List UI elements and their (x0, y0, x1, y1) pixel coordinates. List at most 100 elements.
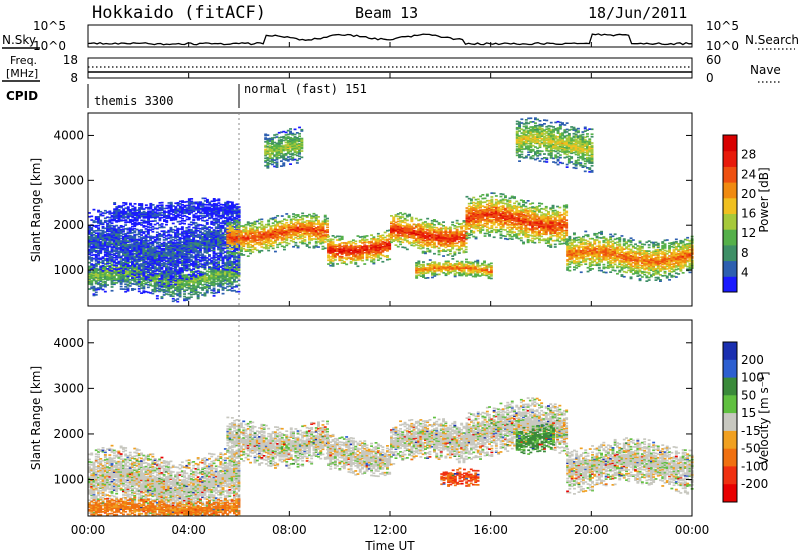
heatmap-cell (212, 254, 216, 257)
heatmap-cell (214, 291, 218, 294)
heatmap-cell (187, 282, 191, 285)
heatmap-cell (285, 221, 289, 224)
heatmap-cell (399, 237, 402, 239)
heatmap-cell (99, 219, 103, 222)
heatmap-cell (106, 271, 109, 274)
heatmap-cell (365, 238, 369, 241)
heatmap-cell (101, 238, 105, 241)
heatmap-cell (94, 272, 98, 275)
heatmap-cell (194, 289, 198, 291)
heatmap-cell (99, 276, 103, 279)
heatmap-cell (99, 274, 103, 276)
heatmap-cell (101, 281, 105, 283)
heatmap-cell (131, 258, 134, 260)
heatmap-cell (108, 234, 112, 237)
heatmap-cell (223, 254, 227, 257)
heatmap-cell (237, 206, 241, 208)
heatmap-cell (230, 268, 234, 271)
heatmap-cell (174, 225, 177, 228)
heatmap-cell (178, 283, 182, 285)
heatmap-cell (142, 279, 146, 281)
heatmap-cell (126, 264, 130, 266)
heatmap-cell (192, 284, 196, 287)
heatmap-cell (137, 276, 141, 278)
heatmap-cell (217, 278, 220, 281)
heatmap-cell (133, 272, 137, 274)
heatmap-cell (140, 270, 143, 273)
heatmap-cell (185, 284, 189, 286)
heatmap-cell (101, 273, 105, 276)
heatmap-cell (99, 238, 103, 241)
heatmap-cell (122, 247, 125, 249)
heatmap-cell (135, 268, 139, 271)
heatmap-cell (221, 292, 225, 295)
heatmap-cell (90, 233, 94, 235)
heatmap-cell (108, 276, 112, 278)
heatmap-cell (108, 277, 112, 280)
heatmap-cell (119, 230, 123, 232)
heatmap-cell (149, 283, 153, 285)
heatmap-cell (99, 285, 103, 288)
heatmap-cell (90, 215, 94, 218)
heatmap-cell (260, 223, 264, 226)
heatmap-cell (158, 275, 162, 278)
heatmap-cell (101, 278, 105, 281)
heatmap-cell (103, 217, 107, 220)
heatmap-cell (189, 228, 193, 231)
heatmap-cell (376, 232, 380, 235)
heatmap-cell (237, 279, 241, 282)
heatmap-cell (137, 283, 141, 285)
heatmap-cell (119, 264, 123, 266)
heatmap-cell (110, 228, 114, 231)
heatmap-cell (99, 214, 103, 217)
heatmap-cell (90, 263, 94, 265)
heatmap-cell (133, 206, 137, 209)
heatmap-cell (126, 281, 130, 283)
heatmap-cell (228, 261, 232, 264)
heatmap-cell (101, 261, 105, 263)
heatmap-cell (142, 270, 146, 272)
heatmap-cell (106, 247, 109, 250)
heatmap-cell (112, 264, 116, 266)
heatmap-cell (94, 271, 98, 274)
heatmap-cell (285, 219, 289, 221)
heatmap-cell (223, 287, 227, 289)
heatmap-cell (205, 221, 209, 224)
heatmap-cell (140, 241, 143, 244)
heatmap-cell (99, 242, 103, 244)
heatmap-cell (117, 230, 121, 233)
heatmap-cell (219, 280, 223, 283)
heatmap-cell (108, 243, 112, 245)
heatmap-cell (103, 285, 107, 288)
heatmap-cell (158, 288, 162, 290)
heatmap-cell (233, 276, 236, 278)
heatmap-cell (112, 275, 116, 278)
heatmap-cell (99, 247, 103, 249)
heatmap-cell (187, 296, 191, 299)
heatmap-cell (137, 264, 141, 267)
heatmap-cell (99, 251, 103, 253)
heatmap-cell (326, 229, 329, 231)
heatmap-cell (131, 240, 134, 243)
heatmap-cell (106, 274, 109, 276)
heatmap-cell (221, 289, 225, 291)
heatmap-cell (237, 275, 241, 278)
heatmap-cell (115, 228, 119, 231)
heatmap-cell (122, 288, 125, 290)
heatmap-cell (126, 267, 130, 269)
heatmap-cell (115, 242, 119, 245)
heatmap-cell (110, 286, 114, 288)
heatmap-cell (106, 268, 109, 270)
heatmap-cell (308, 246, 311, 249)
heatmap-cell (119, 255, 123, 258)
heatmap-cell (88, 233, 91, 236)
heatmap-cell (135, 281, 139, 283)
heatmap-cell (203, 272, 207, 275)
heatmap-cell (119, 274, 123, 277)
heatmap-cell (101, 270, 105, 272)
heatmap-cell (101, 223, 105, 226)
heatmap-cell (108, 230, 112, 233)
heatmap-cell (223, 269, 227, 272)
heatmap-cell (133, 247, 137, 250)
heatmap-cell (196, 267, 200, 270)
